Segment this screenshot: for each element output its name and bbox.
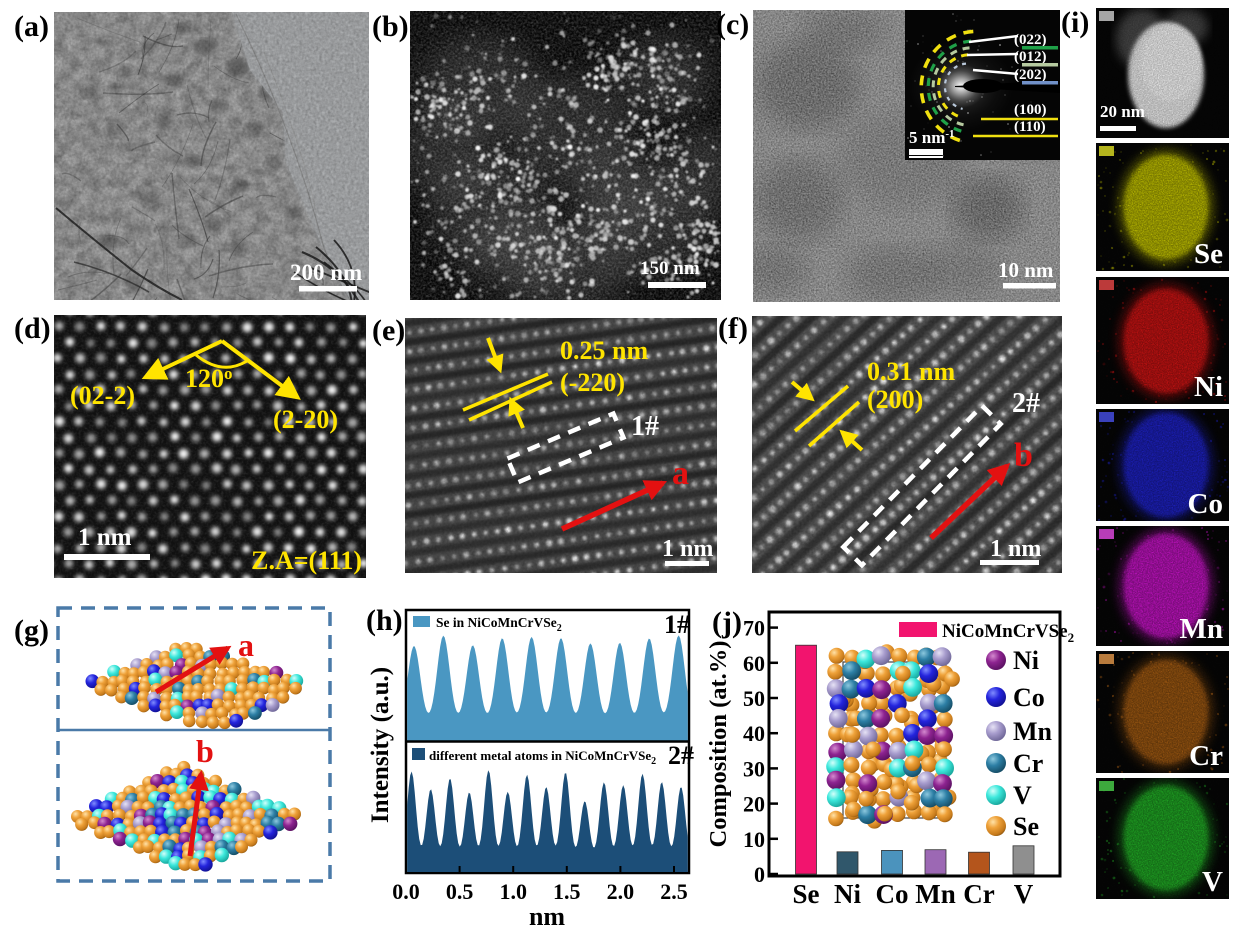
svg-text:Se: Se <box>1013 812 1039 841</box>
svg-text:0: 0 <box>754 862 765 887</box>
svg-text:1#: 1# <box>631 411 659 442</box>
svg-text:200 nm: 200 nm <box>290 260 362 285</box>
svg-text:2#: 2# <box>1012 388 1040 419</box>
svg-text:(-220): (-220) <box>560 368 625 397</box>
svg-text:5 nm-1: 5 nm-1 <box>909 128 955 147</box>
svg-text:V: V <box>1013 781 1032 810</box>
svg-text:20: 20 <box>743 792 765 817</box>
svg-text:nm: nm <box>529 902 565 931</box>
svg-text:(012): (012) <box>1014 49 1047 65</box>
svg-text:(2-20): (2-20) <box>273 405 338 434</box>
svg-text:Ni: Ni <box>1194 371 1223 403</box>
svg-text:(110): (110) <box>1014 119 1046 135</box>
svg-text:Z.A=(111): Z.A=(111) <box>251 546 362 575</box>
svg-text:2#: 2# <box>668 741 694 770</box>
svg-text:V: V <box>1202 866 1223 898</box>
svg-text:Intensity (a.u.): Intensity (a.u.) <box>367 667 394 823</box>
svg-text:Ni: Ni <box>834 879 861 909</box>
svg-text:1 nm: 1 nm <box>78 524 132 551</box>
svg-text:Se in NiCoMnCrVSe2: Se in NiCoMnCrVSe2 <box>436 615 562 634</box>
svg-text:0.0: 0.0 <box>392 879 420 904</box>
svg-text:30: 30 <box>743 756 765 781</box>
svg-text:0.5: 0.5 <box>446 879 474 904</box>
svg-text:Ni: Ni <box>1013 646 1039 675</box>
svg-text:b: b <box>196 733 214 769</box>
svg-text:b: b <box>1014 437 1033 474</box>
svg-text:a: a <box>238 627 254 663</box>
svg-text:150 nm: 150 nm <box>640 258 700 279</box>
svg-text:(202): (202) <box>1014 67 1047 83</box>
svg-text:2.0: 2.0 <box>607 879 635 904</box>
svg-text:(100): (100) <box>1014 102 1047 118</box>
svg-text:Composition (at.%): Composition (at.%) <box>705 641 732 848</box>
svg-text:different metal atoms in NiCoM: different metal atoms in NiCoMnCrVSe2 <box>429 748 656 767</box>
svg-text:1.0: 1.0 <box>499 879 527 904</box>
svg-text:Co: Co <box>876 879 909 909</box>
svg-text:Mn: Mn <box>1013 717 1053 746</box>
svg-text:1#: 1# <box>664 610 690 639</box>
svg-text:(200): (200) <box>867 385 923 414</box>
svg-text:Co: Co <box>1013 683 1045 712</box>
svg-text:50: 50 <box>743 686 765 711</box>
svg-text:70: 70 <box>743 616 765 641</box>
svg-text:10 nm: 10 nm <box>998 258 1054 282</box>
svg-text:1.5: 1.5 <box>553 879 581 904</box>
svg-text:Se: Se <box>793 879 820 909</box>
svg-text:Mn: Mn <box>915 879 956 909</box>
svg-text:10: 10 <box>743 827 765 852</box>
svg-text:1 nm: 1 nm <box>662 536 713 562</box>
svg-text:(02-2): (02-2) <box>70 381 135 410</box>
svg-text:NiCoMnCrVSe2: NiCoMnCrVSe2 <box>942 621 1074 645</box>
svg-text:V: V <box>1014 879 1034 909</box>
svg-text:Cr: Cr <box>1189 740 1223 772</box>
svg-text:Co: Co <box>1188 488 1223 520</box>
svg-text:0.31 nm: 0.31 nm <box>867 357 955 386</box>
svg-text:a: a <box>672 455 689 492</box>
svg-text:(022): (022) <box>1014 32 1047 48</box>
svg-text:Se: Se <box>1194 238 1223 270</box>
svg-text:1 nm: 1 nm <box>990 536 1041 562</box>
svg-text:Mn: Mn <box>1180 613 1224 645</box>
svg-text:60: 60 <box>743 651 765 676</box>
svg-text:Cr: Cr <box>963 879 994 909</box>
svg-text:0.25 nm: 0.25 nm <box>560 336 648 365</box>
svg-text:2.5: 2.5 <box>660 879 688 904</box>
svg-text:Cr: Cr <box>1013 749 1043 778</box>
svg-text:40: 40 <box>743 721 765 746</box>
